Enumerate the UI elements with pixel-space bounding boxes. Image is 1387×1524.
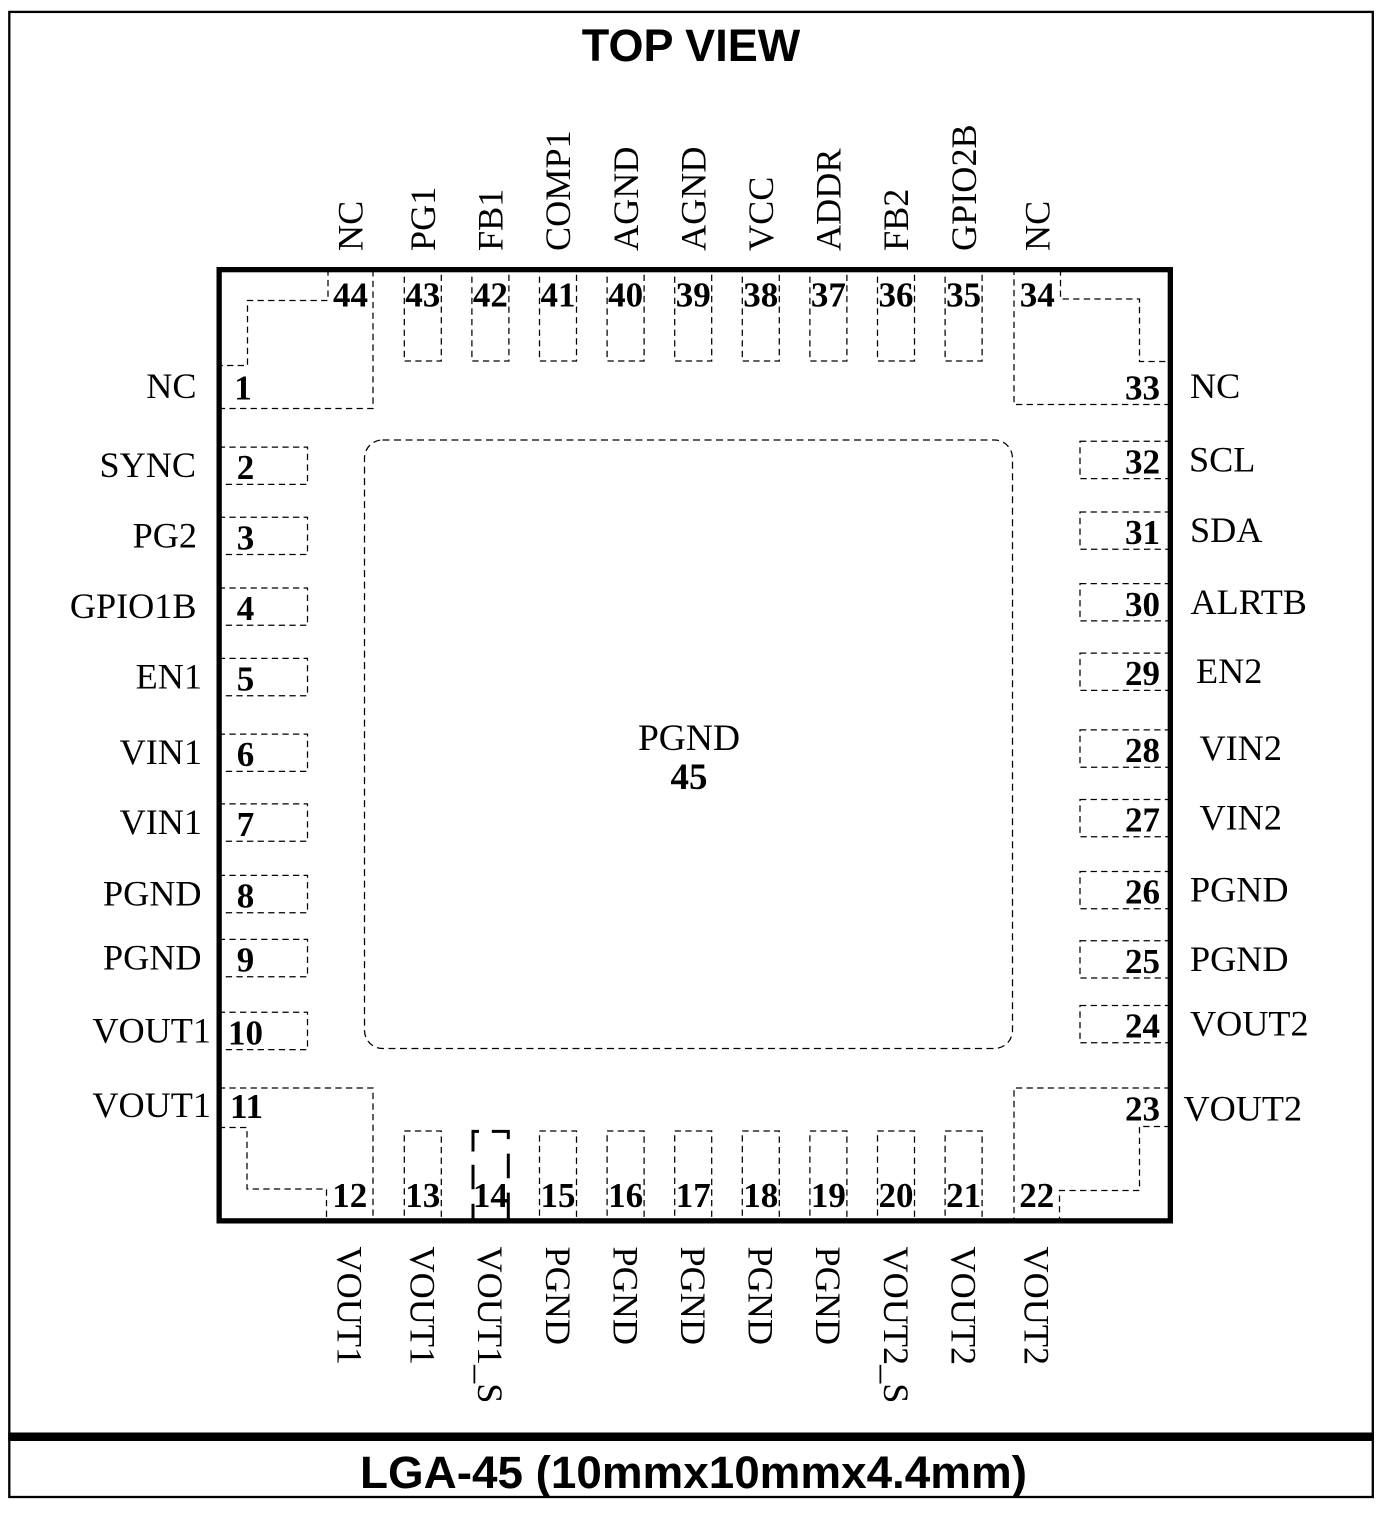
svg-text:GPIO1B: GPIO1B — [70, 586, 197, 626]
svg-text:FB2: FB2 — [876, 189, 916, 251]
svg-text:6: 6 — [237, 735, 255, 774]
svg-text:12: 12 — [332, 1176, 367, 1215]
svg-text:2: 2 — [237, 448, 255, 487]
svg-text:PGND: PGND — [1190, 870, 1289, 910]
svg-text:VOUT2: VOUT2 — [1017, 1247, 1057, 1366]
svg-text:43: 43 — [405, 276, 440, 315]
svg-text:29: 29 — [1125, 654, 1160, 693]
svg-text:28: 28 — [1125, 731, 1160, 770]
svg-text:32: 32 — [1125, 442, 1160, 481]
svg-text:36: 36 — [879, 276, 914, 315]
svg-text:33: 33 — [1125, 369, 1160, 408]
svg-text:SCL: SCL — [1189, 439, 1255, 479]
svg-text:17: 17 — [676, 1176, 711, 1215]
svg-text:PGND: PGND — [103, 938, 202, 978]
svg-text:NC: NC — [1190, 366, 1240, 406]
svg-text:VIN1: VIN1 — [120, 732, 202, 772]
svg-text:SYNC: SYNC — [99, 445, 196, 485]
svg-text:24: 24 — [1125, 1007, 1160, 1046]
svg-text:42: 42 — [473, 276, 508, 315]
svg-text:AGND: AGND — [606, 146, 646, 251]
svg-text:39: 39 — [676, 276, 711, 315]
svg-text:14: 14 — [473, 1176, 508, 1215]
svg-text:VOUT1: VOUT1 — [92, 1085, 211, 1125]
svg-text:PG2: PG2 — [133, 515, 197, 555]
svg-text:VIN2: VIN2 — [1200, 798, 1282, 838]
svg-text:VOUT1: VOUT1 — [92, 1011, 211, 1051]
svg-text:40: 40 — [608, 276, 643, 315]
svg-text:PGND: PGND — [605, 1247, 645, 1346]
svg-text:18: 18 — [743, 1176, 778, 1215]
svg-text:PG1: PG1 — [403, 187, 443, 251]
svg-text:VIN2: VIN2 — [1200, 728, 1282, 768]
svg-text:9: 9 — [237, 941, 255, 980]
svg-text:31: 31 — [1125, 513, 1160, 552]
svg-text:37: 37 — [811, 276, 846, 315]
svg-text:VOUT1_S: VOUT1_S — [470, 1247, 510, 1404]
svg-text:VOUT2: VOUT2 — [1184, 1089, 1303, 1129]
svg-text:VIN1: VIN1 — [120, 802, 202, 842]
svg-text:VOUT2_S: VOUT2_S — [876, 1247, 916, 1404]
svg-text:13: 13 — [405, 1176, 440, 1215]
svg-text:34: 34 — [1020, 276, 1055, 315]
svg-text:22: 22 — [1019, 1176, 1054, 1215]
svg-text:COMP1: COMP1 — [538, 130, 578, 251]
svg-text:38: 38 — [743, 276, 778, 315]
svg-text:35: 35 — [946, 276, 981, 315]
svg-text:VOUT2: VOUT2 — [1190, 1004, 1309, 1044]
svg-text:25: 25 — [1125, 942, 1160, 981]
svg-text:23: 23 — [1125, 1090, 1160, 1129]
svg-text:NC: NC — [1018, 201, 1058, 251]
svg-text:26: 26 — [1125, 873, 1160, 912]
svg-text:ALRTB: ALRTB — [1191, 582, 1307, 622]
svg-text:PGND: PGND — [538, 1247, 578, 1346]
svg-text:7: 7 — [237, 805, 255, 844]
svg-text:LGA-45 (10mmx10mmx4.4mm): LGA-45 (10mmx10mmx4.4mm) — [360, 1447, 1027, 1498]
svg-text:NC: NC — [146, 366, 196, 406]
svg-text:PGND: PGND — [808, 1247, 848, 1346]
svg-text:45: 45 — [671, 757, 708, 798]
svg-text:5: 5 — [237, 660, 255, 699]
svg-text:EN1: EN1 — [136, 657, 202, 697]
svg-text:VOUT1: VOUT1 — [330, 1247, 370, 1366]
svg-text:TOP VIEW: TOP VIEW — [582, 20, 801, 71]
svg-text:GPIO2B: GPIO2B — [944, 124, 984, 251]
svg-text:21: 21 — [946, 1176, 981, 1215]
svg-text:4: 4 — [237, 589, 255, 628]
svg-text:PGND: PGND — [741, 1247, 781, 1346]
svg-text:3: 3 — [237, 518, 255, 557]
svg-text:PGND: PGND — [1190, 939, 1289, 979]
svg-text:VCC: VCC — [741, 177, 781, 251]
svg-text:ADDR: ADDR — [809, 148, 849, 251]
svg-text:11: 11 — [230, 1087, 263, 1126]
svg-text:PGND: PGND — [673, 1247, 713, 1346]
svg-text:41: 41 — [541, 276, 576, 315]
svg-text:AGND: AGND — [673, 146, 713, 251]
svg-text:19: 19 — [811, 1176, 846, 1215]
svg-text:8: 8 — [237, 877, 255, 916]
svg-text:VOUT2: VOUT2 — [943, 1247, 983, 1366]
svg-text:15: 15 — [541, 1176, 576, 1215]
svg-text:SDA: SDA — [1190, 510, 1262, 550]
svg-text:20: 20 — [879, 1176, 914, 1215]
svg-text:FB1: FB1 — [471, 189, 511, 251]
svg-text:10: 10 — [228, 1014, 263, 1053]
svg-text:16: 16 — [608, 1176, 643, 1215]
svg-text:NC: NC — [331, 201, 371, 251]
svg-text:30: 30 — [1125, 585, 1160, 624]
svg-text:PGND: PGND — [103, 874, 202, 914]
svg-text:44: 44 — [333, 276, 368, 315]
svg-text:VOUT1: VOUT1 — [403, 1247, 443, 1366]
svg-text:1: 1 — [234, 369, 252, 408]
svg-text:PGND: PGND — [638, 718, 740, 759]
svg-text:27: 27 — [1125, 801, 1160, 840]
svg-text:EN2: EN2 — [1196, 651, 1262, 691]
